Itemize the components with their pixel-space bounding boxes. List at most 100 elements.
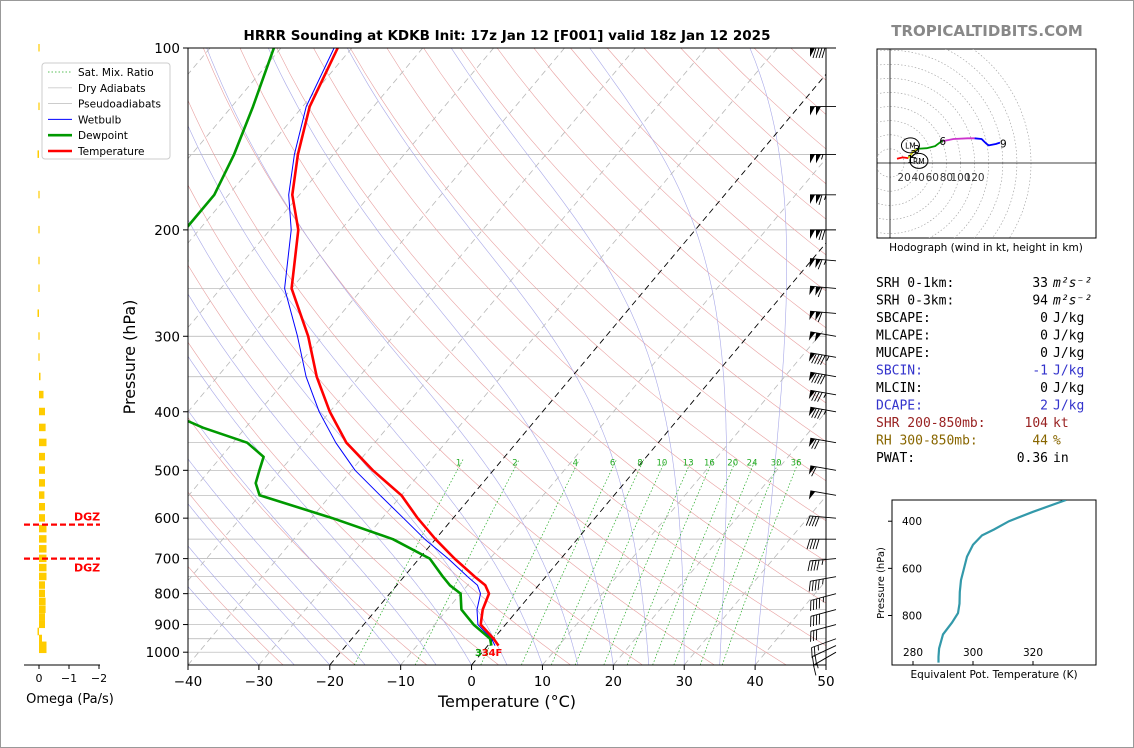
omega-bar bbox=[39, 589, 45, 598]
index-unit: kt bbox=[1053, 416, 1069, 431]
legend-label: Dewpoint bbox=[78, 130, 128, 142]
wind-barb bbox=[809, 285, 837, 298]
surface-labels: 33 34F bbox=[475, 648, 502, 659]
index-value: 44 bbox=[1032, 434, 1048, 449]
legend-label: Wetbulb bbox=[78, 114, 122, 126]
hodograph-ring-label: 60 bbox=[926, 172, 939, 184]
barb-full bbox=[811, 647, 813, 659]
omega-bar bbox=[39, 491, 45, 499]
theta-e-x-tick-label: 300 bbox=[963, 647, 983, 659]
barb-full bbox=[811, 466, 817, 477]
index-label: SRH 0-1km: bbox=[876, 276, 954, 291]
barb-full bbox=[814, 439, 820, 450]
wind-barb bbox=[810, 47, 836, 59]
barb-half bbox=[823, 409, 827, 415]
barb-full bbox=[817, 287, 823, 298]
dry-adiabat bbox=[188, 417, 428, 665]
omega-bar bbox=[39, 524, 47, 533]
mixing-ratio-line bbox=[480, 459, 580, 665]
barb-full bbox=[812, 47, 817, 59]
isotherm-line bbox=[188, 48, 494, 413]
mixing-ratio-line bbox=[652, 459, 737, 665]
mixing-ratio-line bbox=[721, 459, 800, 665]
temperature-tick-label: 30 bbox=[676, 674, 693, 690]
wind-barb bbox=[810, 153, 836, 164]
theta-e-x-tick-label: 320 bbox=[1023, 647, 1043, 659]
legend-label: Temperature bbox=[77, 146, 145, 158]
pseudoadiabat bbox=[188, 586, 260, 665]
barb-staff bbox=[810, 490, 837, 496]
barb-full bbox=[811, 353, 817, 364]
barb-staff bbox=[810, 406, 837, 413]
barb-flag bbox=[816, 194, 821, 204]
barb-full bbox=[809, 539, 814, 550]
barb-full bbox=[818, 47, 823, 59]
skewt-axes bbox=[187, 47, 827, 666]
mixing-ratio-label: 36 bbox=[791, 459, 802, 469]
isotherm-line bbox=[188, 48, 424, 329]
hodograph-ring-label: 80 bbox=[940, 172, 953, 184]
index-label: PWAT: bbox=[876, 451, 915, 466]
temperature-tick-label: 40 bbox=[747, 674, 764, 690]
dgz-top-label: DGZ bbox=[74, 511, 100, 524]
dry-adiabat bbox=[276, 48, 826, 604]
index-unit: m²s⁻² bbox=[1052, 294, 1092, 309]
omega-bar bbox=[39, 597, 46, 606]
omega-axis: 0 −1 −2 bbox=[24, 664, 107, 685]
index-row: SBCIN: -1 J/kg bbox=[876, 364, 1084, 379]
mixing-ratio-line bbox=[521, 459, 617, 665]
wind-barb bbox=[809, 310, 837, 323]
barb-full bbox=[820, 355, 826, 365]
index-unit: J/kg bbox=[1053, 399, 1084, 414]
barb-flag bbox=[808, 438, 816, 448]
wind-barb bbox=[811, 638, 837, 659]
omega-bar bbox=[37, 150, 39, 158]
barb-full bbox=[811, 438, 817, 449]
barb-staff bbox=[813, 651, 837, 666]
theta-e-x-tick-label: 280 bbox=[903, 647, 923, 659]
skewt-title: HRRR Sounding at KDKB Init: 17z Jan 12 [… bbox=[244, 28, 771, 44]
barb-staff bbox=[810, 609, 837, 617]
barb-half bbox=[823, 259, 827, 265]
index-value: 104 bbox=[1025, 416, 1049, 431]
index-row: DCAPE: 2 J/kg bbox=[876, 399, 1084, 414]
dry-adiabat bbox=[203, 48, 787, 665]
barb-full bbox=[805, 515, 811, 526]
barb-staff bbox=[810, 515, 837, 519]
theta-e-y-tick-label: 800 bbox=[902, 611, 922, 623]
wind-barb bbox=[810, 593, 837, 611]
barb-staff bbox=[810, 371, 837, 378]
barb-full bbox=[811, 408, 817, 418]
wind-barb bbox=[808, 437, 837, 450]
index-unit: % bbox=[1053, 434, 1061, 449]
index-label: MLCAPE: bbox=[876, 329, 931, 344]
hodograph-ring-label: 40 bbox=[912, 172, 925, 184]
index-unit: m²s⁻² bbox=[1052, 276, 1092, 291]
storm-motion-marker bbox=[909, 152, 929, 169]
hodograph-height-label: 6 bbox=[939, 136, 946, 148]
wind-barb bbox=[808, 406, 837, 419]
omega-bar bbox=[39, 502, 45, 511]
storm-motion-marker bbox=[900, 137, 920, 154]
barb-staff bbox=[812, 645, 837, 657]
pressure-tick-label: 1000 bbox=[146, 645, 180, 661]
index-unit: J/kg bbox=[1053, 311, 1084, 326]
omega-bar bbox=[39, 613, 45, 621]
barb-full bbox=[808, 581, 811, 592]
wind-barb bbox=[808, 490, 837, 500]
barb-full bbox=[821, 47, 826, 59]
index-value: 0 bbox=[1040, 329, 1048, 344]
wind-barb bbox=[808, 465, 837, 477]
barb-staff bbox=[810, 331, 837, 337]
index-label: SBCIN: bbox=[876, 364, 923, 379]
isotherm-line bbox=[258, 48, 778, 665]
barb-flag bbox=[809, 258, 816, 268]
barb-full bbox=[817, 374, 823, 384]
omega-bar bbox=[39, 545, 47, 553]
pressure-tick-label: 600 bbox=[154, 511, 180, 527]
skewt-legend: Sat. Mix. Ratio Dry Adiabats Pseudoadiabat… bbox=[41, 62, 171, 160]
surface-temperature-label: 34F bbox=[482, 648, 503, 659]
barb-full bbox=[815, 539, 820, 550]
omega-bar bbox=[38, 332, 40, 340]
